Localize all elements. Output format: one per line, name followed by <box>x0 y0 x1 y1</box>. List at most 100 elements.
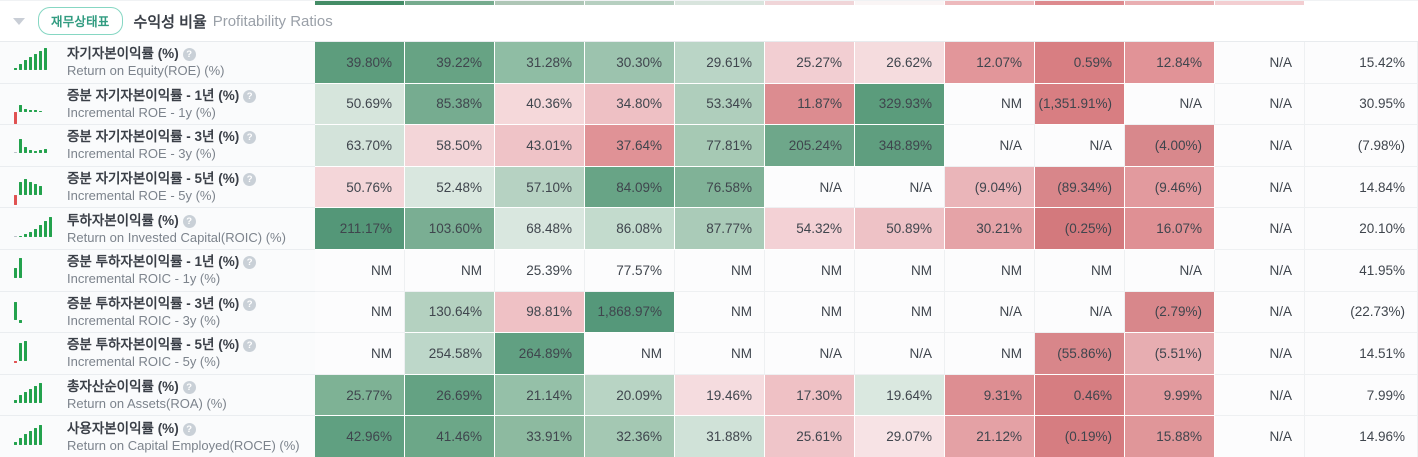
value-cell: N/A <box>1125 83 1215 126</box>
incremental-roe-1y-sparkline-icon <box>12 89 56 124</box>
sliver-cell <box>1035 1 1125 5</box>
sliver-cell <box>585 1 675 5</box>
value-cell: 39.80% <box>315 42 405 84</box>
value-cell: 15.88% <box>1125 416 1215 457</box>
row-label-cell: 총자산순이익률 (%)? Return on Assets(ROA) (%) <box>0 374 315 417</box>
value-cell: 14.96% <box>1305 416 1418 457</box>
value-cell: NM <box>315 249 405 292</box>
value-cell: 26.62% <box>855 42 945 84</box>
value-cell: 63.70% <box>315 125 405 167</box>
value-cell: 31.28% <box>495 42 585 84</box>
help-question-icon[interactable]: ? <box>243 89 257 103</box>
value-cell: 87.77% <box>675 208 765 250</box>
value-cell: NM <box>315 291 405 334</box>
incremental-roic-5y-sparkline-icon <box>12 338 56 368</box>
help-question-icon[interactable]: ? <box>182 214 196 228</box>
help-question-icon[interactable]: ? <box>243 297 257 311</box>
value-cell: 348.89% <box>855 125 945 167</box>
value-cell: N/A <box>855 166 945 209</box>
help-question-icon[interactable]: ? <box>182 381 196 395</box>
sliver-cell <box>1215 1 1305 5</box>
value-cell: 1,868.97% <box>585 291 675 334</box>
help-question-icon[interactable]: ? <box>182 48 196 62</box>
value-cell: (9.46%) <box>1125 166 1215 209</box>
value-cell: (5.51%) <box>1125 333 1215 375</box>
value-cell: 77.57% <box>585 249 675 292</box>
help-question-icon[interactable]: ? <box>243 256 257 270</box>
value-cell: 0.46% <box>1035 374 1125 417</box>
value-cell: N/A <box>1215 208 1305 250</box>
value-cell: N/A <box>1215 249 1305 292</box>
row-label-cell: 증분 투하자본이익률 - 3년 (%)? Incremental ROIC - … <box>0 291 315 334</box>
row-label-korean: 자기자본이익률 (%) <box>67 46 179 62</box>
value-cell: 26.69% <box>405 374 495 417</box>
help-question-icon[interactable]: ? <box>243 131 257 145</box>
value-cell: 41.95% <box>1305 249 1418 292</box>
value-cell: 77.81% <box>675 125 765 167</box>
sliver-cell <box>855 1 945 5</box>
row-label-english: Return on Assets(ROA) (%) <box>67 396 227 412</box>
value-cell: N/A <box>1215 291 1305 334</box>
table-row: 증분 자기자본이익률 - 1년 (%)? Incremental ROE - 1… <box>0 83 1418 126</box>
value-cell: 25.77% <box>315 374 405 417</box>
row-label-english: Return on Equity(ROE) (%) <box>67 63 225 79</box>
row-label-korean: 증분 자기자본이익률 - 5년 (%) <box>67 171 240 187</box>
value-cell: 14.84% <box>1305 166 1418 209</box>
value-cell: N/A <box>1215 374 1305 417</box>
value-cell: 68.48% <box>495 208 585 250</box>
value-cell: 57.10% <box>495 166 585 209</box>
statement-badge: 재무상태표 <box>38 7 123 35</box>
value-cell: (7.98%) <box>1305 125 1418 167</box>
help-question-icon[interactable]: ? <box>243 173 257 187</box>
value-cell: 50.69% <box>315 83 405 126</box>
value-cell: N/A <box>945 125 1035 167</box>
value-cell: NM <box>855 291 945 334</box>
value-cell: N/A <box>765 166 855 209</box>
value-cell: 25.39% <box>495 249 585 292</box>
value-cell: (22.73%) <box>1305 291 1418 334</box>
help-question-icon[interactable]: ? <box>243 339 257 353</box>
value-cell: 98.81% <box>495 291 585 334</box>
value-cell: 20.09% <box>585 374 675 417</box>
sliver-cell <box>315 1 405 5</box>
value-cell: 58.50% <box>405 125 495 167</box>
help-question-icon[interactable]: ? <box>182 422 196 436</box>
value-cell: N/A <box>1215 125 1305 167</box>
row-label-cell: 증분 투하자본이익률 - 5년 (%)? Incremental ROIC - … <box>0 333 315 375</box>
value-cell: N/A <box>1215 166 1305 209</box>
value-cell: NM <box>675 291 765 334</box>
value-cell: N/A <box>1035 291 1125 334</box>
value-cell: 52.48% <box>405 166 495 209</box>
value-cell: 39.22% <box>405 42 495 84</box>
sliver-cell <box>765 1 855 5</box>
value-cell: 41.46% <box>405 416 495 457</box>
roce-sparkline-icon <box>12 422 56 452</box>
row-label-korean: 사용자본이익률 (%) <box>67 420 179 436</box>
value-cell: 54.32% <box>765 208 855 250</box>
value-cell: NM <box>1035 249 1125 292</box>
collapse-triangle-icon[interactable] <box>13 17 25 25</box>
incremental-roe-5y-sparkline-icon <box>12 172 56 206</box>
value-cell: NM <box>585 333 675 375</box>
value-cell: 12.84% <box>1125 42 1215 84</box>
incremental-roic-3y-sparkline-icon <box>12 297 56 327</box>
row-label-korean: 투하자본이익률 (%) <box>67 212 179 228</box>
row-label-korean: 증분 자기자본이익률 - 3년 (%) <box>67 129 240 145</box>
section-header: 재무상태표 수익성 비율 Profitability Ratios <box>0 1 1418 42</box>
value-cell: N/A <box>765 333 855 375</box>
value-cell: 30.30% <box>585 42 675 84</box>
value-cell: NM <box>765 291 855 334</box>
value-cell: 84.09% <box>585 166 675 209</box>
value-cell: 42.96% <box>315 416 405 457</box>
value-cell: 254.58% <box>405 333 495 375</box>
sliver-cell <box>495 1 585 5</box>
ratios-table: 자기자본이익률 (%)? Return on Equity(ROE) (%) 3… <box>0 42 1418 457</box>
value-cell: 11.87% <box>765 83 855 126</box>
row-label-cell: 증분 자기자본이익률 - 5년 (%)? Incremental ROE - 5… <box>0 166 315 209</box>
roe-sparkline-icon <box>12 47 56 77</box>
value-cell: (0.19%) <box>1035 416 1125 457</box>
value-cell: 31.88% <box>675 416 765 457</box>
value-cell: N/A <box>1215 416 1305 457</box>
value-cell: 43.01% <box>495 125 585 167</box>
row-label-english: Incremental ROE - 3y (%) <box>67 146 216 162</box>
